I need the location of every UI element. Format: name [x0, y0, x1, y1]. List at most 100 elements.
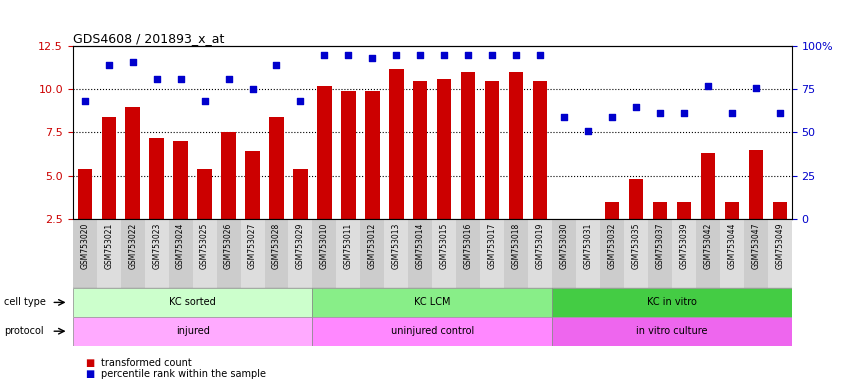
Point [294, 98, 307, 104]
Text: GSM753030: GSM753030 [560, 222, 568, 269]
Bar [480, 219, 504, 288]
Bar [312, 219, 336, 288]
Point [629, 104, 643, 110]
Bar [366, 91, 379, 219]
Bar [97, 219, 121, 288]
Bar [552, 288, 792, 317]
Text: GSM753026: GSM753026 [224, 222, 233, 269]
Point [389, 51, 403, 58]
Bar [528, 219, 552, 288]
Text: GSM753037: GSM753037 [656, 222, 664, 269]
Bar [552, 317, 792, 346]
Bar [749, 150, 763, 219]
Bar [265, 219, 288, 288]
Bar [145, 219, 169, 288]
Bar [504, 219, 528, 288]
Bar [432, 219, 456, 288]
Point [653, 111, 667, 117]
Bar [246, 152, 259, 219]
Text: GSM753032: GSM753032 [608, 222, 616, 269]
Text: cell type: cell type [4, 297, 46, 308]
Text: GSM753015: GSM753015 [440, 222, 449, 269]
Bar [78, 169, 92, 219]
Text: GSM753039: GSM753039 [680, 222, 688, 269]
Text: GDS4608 / 201893_x_at: GDS4608 / 201893_x_at [73, 32, 224, 45]
Text: GSM753028: GSM753028 [272, 222, 281, 268]
Bar [384, 219, 408, 288]
Bar [73, 219, 97, 288]
Bar [360, 219, 384, 288]
Bar [677, 202, 691, 219]
Point [270, 62, 283, 68]
Text: KC LCM: KC LCM [414, 297, 450, 308]
Bar [581, 219, 595, 224]
Bar [169, 219, 193, 288]
Bar [102, 117, 116, 219]
Point [342, 51, 355, 58]
Text: GSM753027: GSM753027 [248, 222, 257, 269]
Bar [73, 317, 312, 346]
Bar [605, 202, 619, 219]
Bar [725, 202, 739, 219]
Text: KC sorted: KC sorted [169, 297, 216, 308]
Bar [389, 68, 403, 219]
Bar [270, 117, 283, 219]
Text: ■: ■ [86, 358, 95, 368]
Text: GSM753049: GSM753049 [776, 222, 784, 269]
Bar [312, 317, 552, 346]
Bar [312, 288, 552, 317]
Text: GSM753031: GSM753031 [584, 222, 592, 269]
Bar [336, 219, 360, 288]
Text: protocol: protocol [4, 326, 44, 336]
Bar [696, 219, 720, 288]
Point [749, 84, 763, 91]
Point [413, 51, 427, 58]
Bar [241, 219, 265, 288]
Text: GSM753023: GSM753023 [152, 222, 161, 269]
Text: GSM753019: GSM753019 [536, 222, 544, 269]
Bar [222, 132, 235, 219]
Text: GSM753035: GSM753035 [632, 222, 640, 269]
Text: ■: ■ [86, 369, 95, 379]
Bar [318, 86, 331, 219]
Point [773, 111, 787, 117]
Text: KC in vitro: KC in vitro [647, 297, 697, 308]
Text: in vitro culture: in vitro culture [636, 326, 708, 336]
Text: GSM753020: GSM753020 [80, 222, 89, 269]
Text: GSM753042: GSM753042 [704, 222, 712, 269]
Bar [768, 219, 792, 288]
Bar [217, 219, 241, 288]
Bar [408, 219, 432, 288]
Bar [342, 91, 355, 219]
Bar [576, 219, 600, 288]
Point [461, 51, 475, 58]
Text: GSM753021: GSM753021 [104, 222, 113, 268]
Text: uninjured control: uninjured control [390, 326, 474, 336]
Bar [629, 179, 643, 219]
Text: GSM753012: GSM753012 [368, 222, 377, 268]
Bar [461, 72, 475, 219]
Point [174, 76, 187, 82]
Point [677, 111, 691, 117]
Text: GSM753024: GSM753024 [176, 222, 185, 269]
Text: GSM753029: GSM753029 [296, 222, 305, 269]
Bar [509, 72, 523, 219]
Text: GSM753017: GSM753017 [488, 222, 496, 269]
Bar [600, 219, 624, 288]
Bar [648, 219, 672, 288]
Bar [126, 107, 140, 219]
Point [701, 83, 715, 89]
Bar [533, 81, 547, 219]
Point [581, 127, 595, 134]
Bar [624, 219, 648, 288]
Point [246, 86, 259, 92]
Point [605, 114, 619, 120]
Bar [437, 79, 451, 219]
Text: GSM753047: GSM753047 [752, 222, 760, 269]
Bar [198, 169, 211, 219]
Text: GSM753010: GSM753010 [320, 222, 329, 269]
Text: GSM753011: GSM753011 [344, 222, 353, 268]
Bar [193, 219, 217, 288]
Point [318, 51, 331, 58]
Bar [294, 169, 307, 219]
